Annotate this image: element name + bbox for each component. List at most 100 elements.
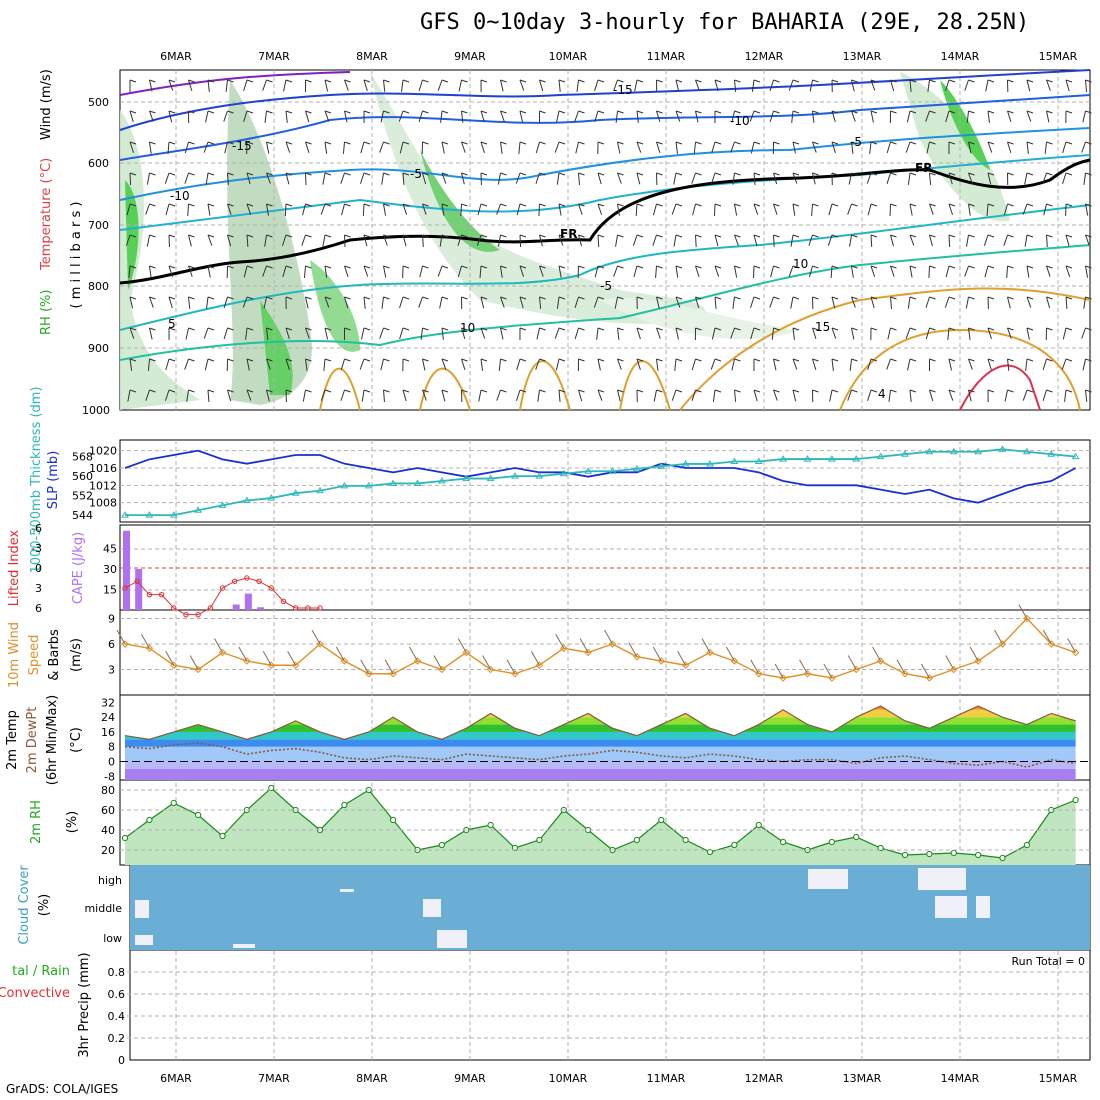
wind-barb [613, 265, 618, 277]
wind-barb [732, 172, 735, 185]
wind10-ylabel: 10m Wind [7, 622, 22, 688]
wind-barb-flag [500, 110, 507, 114]
wind-barb [615, 110, 618, 123]
wind-barb-flag [578, 296, 585, 300]
thickness-marker [437, 477, 446, 484]
wind-barb [558, 203, 562, 216]
wind-barb-flag [1046, 234, 1053, 238]
wind-barb [538, 203, 540, 216]
wind10-barb [457, 638, 467, 653]
wind-barb [344, 79, 349, 91]
wind-ylabel: Wind (m/s) [39, 69, 54, 140]
wind-barb-flag [890, 265, 897, 269]
pressure-tick: 800 [88, 280, 109, 293]
wind-barb [146, 172, 150, 185]
wind-barb [656, 358, 659, 371]
wind-barb-flag [480, 141, 488, 145]
wind-barb [184, 172, 189, 184]
wind-barb [691, 358, 696, 371]
wind-barb [167, 141, 170, 154]
wind-barb [750, 141, 755, 154]
wind-barb [305, 141, 310, 153]
wind-barb-flag [558, 79, 566, 83]
dewpt-line [124, 742, 1076, 768]
wind-barb-flag [753, 141, 761, 145]
wind-barb-flag [1026, 110, 1034, 114]
wind10-barb [652, 646, 662, 662]
cloud-unit: (%) [37, 894, 52, 917]
wind-barb-flag [285, 296, 293, 300]
wind-barb [713, 203, 716, 216]
wind-barb [344, 234, 346, 247]
cloud-cell [437, 930, 467, 948]
wind-barb [441, 203, 445, 216]
wind-barb-flag [266, 296, 273, 300]
wind-barb [929, 172, 932, 185]
wind10-tick: 6 [108, 638, 115, 651]
wind-barb [535, 358, 540, 370]
wind-barb-flag [675, 172, 683, 176]
wind-barb-flag [929, 79, 936, 83]
wind-barb-flag [305, 79, 312, 83]
wind-barb-flag [324, 358, 332, 362]
wind-barb [439, 234, 443, 247]
wind-barb [399, 296, 404, 308]
freezing-level-line [119, 158, 1091, 285]
temp-tick: 8 [108, 741, 115, 754]
wind-barb [1024, 234, 1028, 247]
wind-barb-flag [500, 327, 507, 331]
wind-barb-flag [597, 296, 605, 300]
wind-barb [149, 110, 154, 122]
wind-barb-flag [168, 265, 176, 269]
wind-barb [246, 203, 252, 215]
wind-barb-flag [636, 141, 644, 145]
wind-barb-flag [792, 358, 800, 362]
wind-barb-flag [578, 327, 585, 331]
wind-barb [246, 389, 252, 401]
wind-barb-flag [1026, 389, 1034, 393]
thickness-marker [267, 494, 276, 501]
wind-barb-flag [948, 265, 956, 269]
wind-barb-flag [948, 389, 956, 393]
wind-barb-flag [1065, 265, 1073, 269]
wind-barb-flag [363, 327, 371, 331]
temp-ylabel: Temperature (°C) [39, 158, 54, 271]
wind-barb [575, 141, 579, 154]
wind-barb-flag [558, 172, 566, 176]
wind10-barb [409, 646, 418, 662]
wind-barb-flag [636, 172, 644, 176]
wind-barb [1082, 358, 1086, 371]
wind-barb-flag [870, 110, 878, 114]
wind-barb-flag [285, 172, 293, 176]
wind-barb-flag [422, 141, 429, 145]
li-marker [134, 578, 140, 585]
wind-barb-flag [168, 79, 176, 83]
wind-barb-flag [558, 110, 566, 114]
wind-barb-flag [227, 358, 234, 362]
wind-barb [402, 234, 407, 247]
thickness-marker [632, 464, 641, 472]
wind-barb [284, 203, 287, 216]
wind-barb-flag [617, 172, 624, 176]
wind-barb-flag [363, 265, 371, 269]
wind10-tick: 3 [108, 664, 115, 677]
wind-barb [691, 389, 696, 401]
wind-barb-flag [1065, 141, 1073, 145]
wind-barb-flag [441, 79, 449, 83]
wind-barb-flag [383, 389, 390, 393]
wind-barb [907, 172, 911, 185]
wind10-ylabel-unit: (m/s) [69, 638, 84, 672]
wind-barb-flag [207, 296, 215, 300]
wind-barb [671, 203, 677, 215]
wind-barb [461, 358, 466, 370]
wind-barb [711, 141, 716, 154]
wind-barb-flag [324, 389, 332, 393]
wind-barb-flag [1007, 265, 1014, 269]
wind-barb [867, 389, 872, 401]
wind-barb [773, 389, 778, 401]
wind-barb-flag [714, 110, 722, 114]
wind-barb-flag [324, 110, 332, 114]
wind-barb-flag [753, 79, 761, 83]
wind-barb-flag [909, 110, 917, 114]
wind-barb-flag [266, 79, 273, 83]
